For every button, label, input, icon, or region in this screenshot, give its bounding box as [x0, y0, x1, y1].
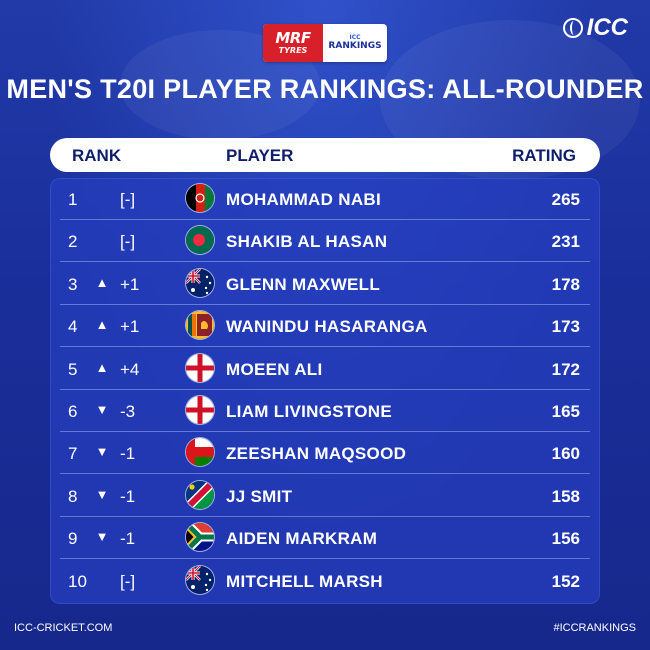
table-header: RANK PLAYER RATING — [50, 138, 600, 172]
rating-value: 160 — [551, 444, 580, 464]
player-name: JJ SMIT — [226, 486, 293, 506]
mrf-tyres-logo: MRF TYRES — [263, 24, 323, 62]
rank-value: 2 — [68, 232, 78, 252]
row-divider — [60, 346, 590, 348]
sri-lanka-flag-icon — [186, 311, 214, 340]
row-divider — [60, 473, 590, 475]
row-divider — [60, 431, 590, 432]
rank-change: [-] — [120, 232, 136, 252]
up-arrow-icon: ▲ — [95, 317, 109, 333]
table-row: 5 ▲ +4 MOEEN ALI 172 — [50, 348, 600, 390]
cricket-ball-icon — [562, 18, 583, 38]
table-row: 1 [-] MOHAMMAD NABI 265 — [50, 178, 600, 220]
rank-value: 4 — [68, 317, 78, 337]
rank-value: 3 — [68, 274, 78, 294]
rating-column-header: RATING — [512, 146, 576, 165]
rating-value: 172 — [551, 359, 580, 379]
rank-change: -1 — [120, 444, 136, 464]
england-flag-icon — [186, 396, 214, 424]
rank-column-header: RANK — [72, 146, 122, 165]
sponsor-logo: MRF TYRES ICC RANKINGS — [263, 24, 387, 62]
table-row: 3 ▲ +1 GLENN MAXWELL 178 — [50, 263, 600, 305]
icc-small-text: ICC — [349, 34, 361, 41]
rank-value: 7 — [68, 444, 78, 464]
table-row: 2 [-] SHAKIB AL HASAN 231 — [50, 220, 600, 263]
tyres-text: TYRES — [278, 46, 308, 55]
table-row: 7 ▼ -1 ZEESHAN MAQSOOD 160 — [50, 432, 600, 475]
oman-flag-icon — [186, 438, 214, 467]
icc-logo: ICC — [562, 14, 628, 42]
player-name: AIDEN MARKRAM — [226, 529, 378, 549]
rating-value: 231 — [551, 232, 580, 252]
up-arrow-icon: ▲ — [95, 274, 109, 290]
icc-logo-text: ICC — [586, 14, 628, 41]
rank-value: 5 — [68, 359, 78, 379]
rating-value: 158 — [551, 486, 580, 506]
australia-flag-icon — [186, 268, 214, 297]
table-row: 6 ▼ -3 LIAM LIVINGSTONE 165 — [50, 390, 600, 432]
up-arrow-icon: ▲ — [95, 359, 109, 375]
rank-value: 8 — [68, 486, 78, 506]
rank-change: [-] — [120, 571, 136, 591]
south-africa-flag-icon — [186, 523, 214, 552]
rank-change: -1 — [120, 529, 136, 549]
rank-change: +4 — [120, 359, 140, 379]
rank-value: 10 — [68, 571, 87, 591]
rating-value: 265 — [551, 190, 580, 209]
bangladesh-flag-icon — [186, 226, 214, 255]
rank-change: +1 — [120, 317, 140, 337]
player-name: MITCHELL MARSH — [226, 571, 383, 591]
rankings-table: 1 [-] MOHAMMAD NABI 265 2 [-] SHAKIB AL HASAN 2… — [50, 178, 600, 604]
row-divider — [60, 219, 590, 220]
rank-value: 1 — [68, 190, 78, 209]
rank-change: -3 — [120, 402, 136, 421]
row-divider — [60, 388, 590, 390]
player-name: LIAM LIVINGSTONE — [226, 402, 392, 421]
afghanistan-flag-icon — [186, 184, 214, 212]
down-arrow-icon: ▼ — [95, 486, 109, 502]
england-flag-icon — [186, 353, 214, 382]
player-column-header: PLAYER — [226, 146, 294, 165]
down-arrow-icon: ▼ — [95, 529, 109, 545]
page-title: MEN'S T20I PLAYER RANKINGS: ALL-ROUNDER — [6, 74, 644, 104]
player-name: SHAKIB AL HASAN — [226, 232, 388, 252]
player-name: MOHAMMAD NABI — [226, 190, 381, 209]
rankings-text: RANKINGS — [328, 41, 382, 51]
rating-value: 165 — [551, 402, 580, 421]
website-footer: ICC-CRICKET.COM — [14, 622, 113, 634]
rank-change: -1 — [120, 486, 136, 506]
rating-value: 173 — [551, 317, 580, 337]
rank-change: [-] — [120, 190, 136, 209]
rank-change: +1 — [120, 274, 140, 294]
row-divider — [60, 303, 590, 305]
icc-rankings-logo: ICC RANKINGS — [323, 35, 387, 51]
table-row: 4 ▲ +1 WANINDU HASARANGA 173 — [50, 305, 600, 348]
rating-value: 178 — [551, 274, 580, 294]
table-row: 9 ▼ -1 AIDEN MARKRAM 156 — [50, 517, 600, 560]
player-name: MOEEN ALI — [226, 359, 323, 379]
rank-value: 9 — [68, 529, 78, 549]
mrf-text: MRF — [275, 29, 311, 47]
player-name: WANINDU HASARANGA — [226, 317, 428, 337]
player-name: GLENN MAXWELL — [226, 274, 381, 294]
hashtag-footer: #ICCRANKINGS — [553, 622, 636, 634]
australia-flag-icon — [186, 565, 214, 594]
row-divider — [60, 515, 590, 517]
table-row: 10 [-] MITCHELL MARSH 152 — [50, 560, 600, 602]
row-divider — [60, 261, 590, 263]
rating-value: 156 — [551, 529, 580, 549]
player-name: ZEESHAN MAQSOOD — [226, 444, 407, 464]
rating-value: 152 — [551, 571, 580, 591]
table-row: 8 ▼ -1 JJ SMIT 158 — [50, 475, 600, 517]
down-arrow-icon: ▼ — [95, 402, 109, 417]
down-arrow-icon: ▼ — [95, 444, 109, 460]
namibia-flag-icon — [186, 480, 214, 509]
rank-value: 6 — [68, 402, 78, 421]
row-divider — [60, 558, 590, 560]
